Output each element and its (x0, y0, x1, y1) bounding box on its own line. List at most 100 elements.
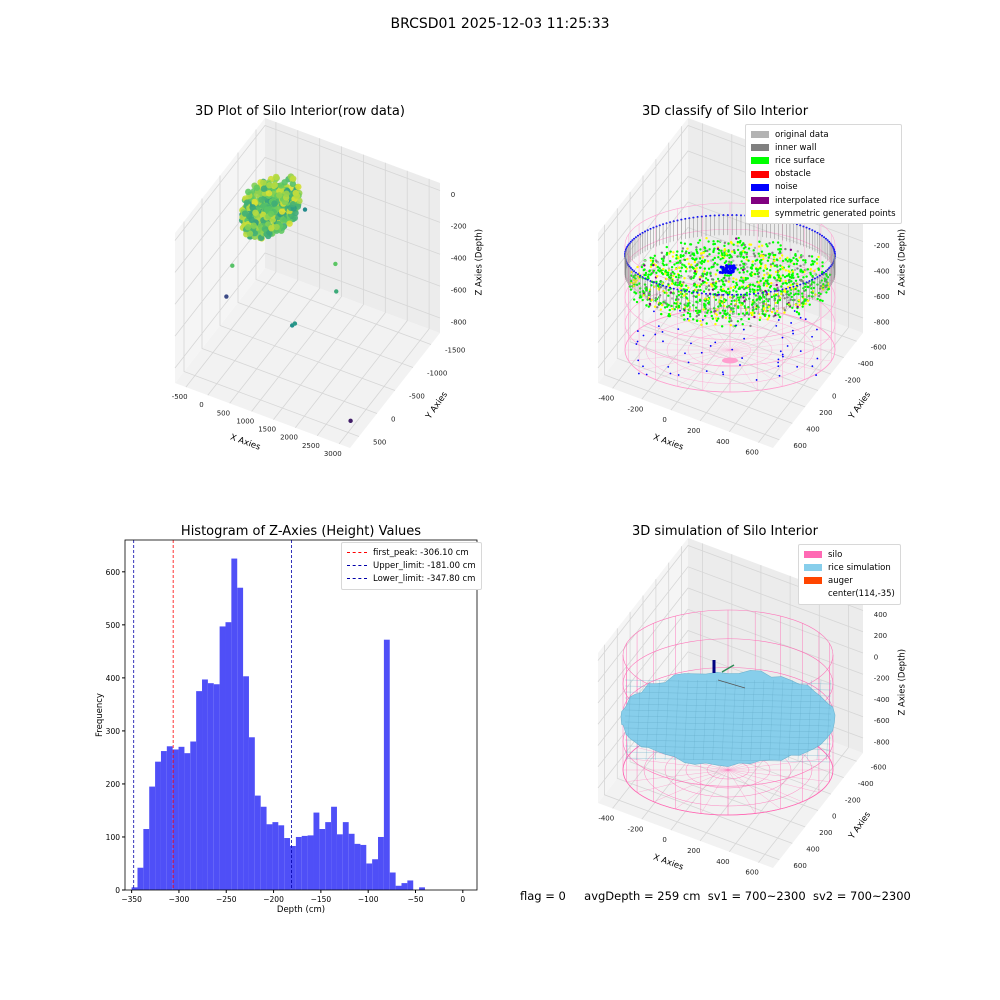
cls-surface-point (688, 307, 692, 311)
cls-noise-point (714, 341, 717, 344)
cls-surface-point (703, 259, 707, 262)
cls-surface-point (678, 259, 682, 263)
histogram-bar (272, 822, 279, 890)
histogram-bar (213, 684, 220, 890)
plot-title-simulation: 3D simulation of Silo Interior (632, 524, 818, 539)
cls-surface-point (682, 288, 686, 291)
cls-surface-point (735, 237, 738, 240)
cls-surface-point (687, 262, 691, 266)
raw-xtick: 1000 (236, 417, 254, 425)
cls-noise-point (816, 328, 818, 331)
cls-surface-point (706, 297, 710, 301)
cls-surface-point (753, 255, 757, 258)
sim-xlabel: X Axies (652, 853, 685, 873)
cls-surface-point (741, 279, 745, 283)
cls-surface-point (725, 274, 729, 277)
cls-surface-point (792, 262, 796, 266)
cls-surface-point (675, 302, 678, 305)
histogram-ytick-label: 300 (106, 727, 121, 736)
cls-surface-point (759, 289, 762, 292)
cls-noise-point (654, 333, 657, 336)
sim-ytick: 0 (832, 813, 836, 821)
cls-noise-point (816, 357, 819, 360)
cls-surface-point (679, 241, 683, 245)
cls-surface-point (643, 264, 646, 267)
cls-surface-point (759, 279, 762, 283)
cls-zlabel: Z Axies (Depth) (898, 229, 908, 296)
cls-surface-point (816, 297, 819, 301)
cls-surface-point (752, 249, 755, 252)
cls-surface-point (728, 305, 731, 309)
cls-surface-point (692, 266, 695, 270)
cls-surface-point (725, 252, 728, 255)
raw-outlier-point (333, 261, 338, 267)
simulation-legend-label: auger (828, 575, 853, 586)
sim-rice-mesh-line (712, 679, 717, 761)
cls-noise-point (796, 365, 799, 368)
cls-noise-point (669, 372, 672, 375)
cls-surface-point (758, 318, 761, 322)
cls-ytick: 200 (819, 409, 832, 417)
cls-silo-spoke (702, 349, 731, 391)
cls-surface-point (744, 286, 747, 290)
histogram-bar (131, 887, 138, 890)
sim-rice-mesh-line (797, 679, 803, 761)
cls-surface-point (714, 317, 718, 320)
cls-surface-point (707, 288, 711, 291)
cls-surface-point (814, 293, 817, 296)
sim-rice-mesh-line (624, 745, 832, 751)
cls-surface-point (688, 265, 692, 269)
cls-noise-point (677, 328, 680, 331)
cls-surface-point (703, 267, 707, 270)
cls-surface-point (821, 261, 824, 264)
raw-cluster-point (271, 200, 278, 207)
cls-surface-point (728, 314, 731, 317)
sim-rice-mesh-line (674, 679, 679, 761)
cls-surface-point (689, 269, 692, 272)
raw-cluster-point (289, 201, 297, 208)
cls-surface-point (681, 254, 685, 258)
cls-surface-point (736, 320, 740, 323)
sim-ytick: -200 (845, 796, 861, 804)
raw-ytick: 500 (373, 439, 386, 447)
histogram-frame (124, 539, 478, 891)
cls-surface-point (745, 312, 748, 315)
cls-surface-point (783, 297, 786, 300)
cls-surface-point (715, 285, 718, 288)
cls-silo-spoke (639, 349, 731, 372)
raw-cluster-point (273, 223, 280, 231)
classify-legend-swatch (751, 131, 769, 139)
cls-surface-point (732, 307, 735, 310)
cls-surface-point (663, 299, 667, 302)
cls-surface-point (755, 307, 758, 311)
cls-surface-point (738, 279, 742, 282)
histogram-bar (254, 795, 261, 890)
cls-surface-point (783, 311, 786, 314)
cls-surface-point (681, 263, 684, 266)
sim-rice-mesh-line (731, 679, 736, 761)
histogram-xtick-label: −150 (311, 895, 332, 904)
cls-zgrid (597, 201, 864, 318)
cls-surface-point (797, 298, 801, 302)
sim-silo-spoke (653, 769, 729, 803)
cls-surface-point (801, 302, 804, 305)
cls-surface-point (716, 269, 719, 272)
cls-surface-point (769, 263, 773, 266)
cls-noise-point (781, 353, 784, 356)
cls-surface-point (662, 289, 665, 293)
cls-surface-point (804, 282, 807, 286)
sim-rice-mesh-line (624, 703, 832, 709)
sim-rice-mesh-line (693, 679, 698, 761)
histogram-bar (278, 825, 285, 890)
cls-ytick: 400 (806, 426, 819, 434)
cls-surface-point (732, 243, 735, 246)
sim-xtick: 200 (687, 847, 700, 855)
sim-zgrid (597, 566, 864, 683)
cls-surface-point (684, 251, 687, 255)
cls-surface-point (720, 293, 723, 297)
cls-surface-point (793, 298, 796, 302)
raw-xgrid (229, 138, 321, 404)
cls-surface-point (639, 294, 642, 297)
cls-surface-point (730, 261, 733, 264)
sim-rice-mesh-line (750, 679, 755, 761)
